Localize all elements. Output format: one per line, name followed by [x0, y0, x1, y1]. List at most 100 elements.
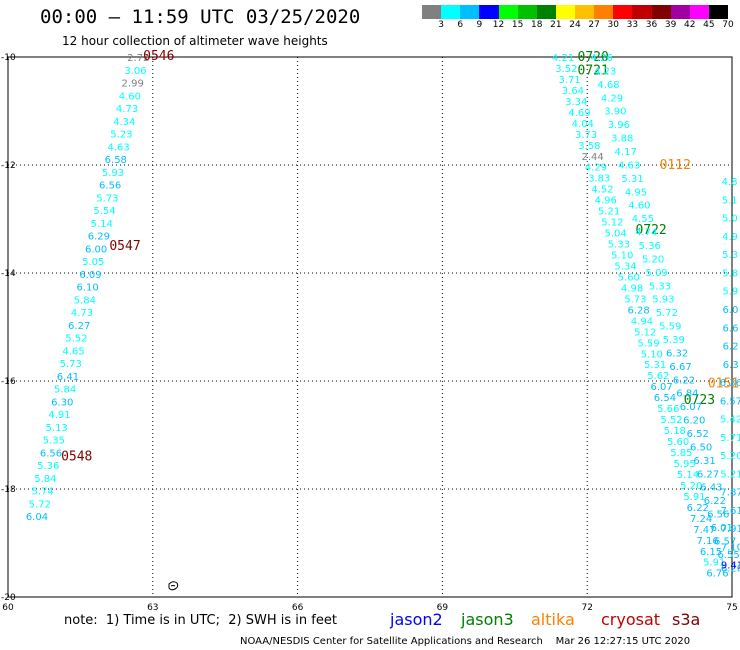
pass-time-label: 0723: [684, 393, 715, 408]
swh-value: 6.00: [85, 244, 107, 255]
swh-value: 6.01: [711, 523, 733, 534]
swh-value: 5.31: [621, 174, 643, 185]
swh-value: 6.04: [26, 512, 48, 523]
swh-value: 5.13: [46, 423, 68, 434]
legend-cryosat: cryosat: [601, 610, 661, 629]
swh-value: 4.68: [597, 80, 619, 91]
swh-value: 5.0: [722, 214, 738, 225]
credit-footer: NOAA/NESDIS Center for Satellite Applica…: [240, 636, 691, 647]
swh-value: 6.22: [687, 503, 709, 514]
swh-value: 6.15: [700, 547, 722, 558]
swh-value: 5.14: [91, 219, 113, 230]
swh-value: 4.21: [552, 53, 574, 64]
pass-time-label: 0722: [635, 223, 666, 238]
swh-value: 7.24: [690, 514, 712, 525]
swh-value: 6.29: [88, 232, 110, 243]
swh-value: 5.33: [608, 240, 630, 251]
scale-label: 24: [569, 20, 581, 30]
swh-value: 4.73: [116, 104, 138, 115]
swh-value: 4.63: [618, 160, 640, 171]
scale-swatch: [670, 5, 690, 19]
swh-value: 5.20: [642, 254, 664, 265]
swh-value: 5.3: [722, 250, 738, 261]
pass-time-label: 0547: [109, 239, 140, 254]
scale-label: 45: [703, 20, 715, 30]
lat-tick-label: -10: [1, 53, 16, 63]
swh-value: 5.31: [644, 360, 666, 371]
swh-value: 5.60: [618, 272, 640, 283]
swh-value: 6.20: [683, 416, 705, 427]
swh-value: 6.54: [654, 393, 676, 404]
swh-value: 6.22: [704, 496, 726, 507]
swh-value: 6.55: [717, 550, 739, 561]
scale-swatch: [708, 5, 728, 19]
swh-value: 3.52: [555, 64, 577, 75]
scale-label: 18: [531, 20, 543, 30]
pass-time-label: 0721: [578, 64, 609, 79]
swh-value: 5.12: [601, 218, 623, 229]
swh-value: 5.84: [34, 474, 56, 485]
page-title: 00:00 – 11:59 UTC 03/25/2020: [40, 6, 361, 28]
swh-value: 5.59: [659, 322, 681, 333]
swh-value: 5.12: [634, 327, 656, 338]
swh-value: 7.91: [721, 524, 740, 535]
lat-lon-grid: [7, 56, 733, 598]
swh-value: 4.73: [71, 308, 93, 319]
swh-value: 3.83: [588, 174, 610, 185]
swh-value: 3.88: [611, 134, 633, 145]
lat-tick-label: -14: [1, 269, 16, 279]
swh-value: 6.43: [700, 483, 722, 494]
swh-value: 6.57: [720, 396, 740, 407]
pass-right-edge: 4.8 5.1 5.0 4.9 5.3 5.8 5.9 6.0 6.6 6.2 6.3 6.36 6.5…: [720, 177, 740, 571]
scale-swatch: [555, 5, 575, 19]
lon-tick-label: 66: [292, 603, 304, 613]
swh-value: 5.34: [614, 261, 636, 272]
scale-swatch: [498, 5, 518, 19]
swh-value: 4.9: [722, 232, 738, 243]
island-outline: [168, 581, 179, 591]
swh-value: 6.27: [68, 321, 90, 332]
swh-value: 7.10: [721, 542, 740, 553]
swh-value: 5.33: [649, 281, 671, 292]
scale-label: 33: [626, 20, 639, 30]
swh-value: 9.41: [721, 561, 740, 572]
pass-right-b: 4.26 4.23 4.68 4.29 3.90 3.96 3.88 4.17 4.63 5.31…: [591, 53, 740, 574]
swh-value: 6.0: [722, 305, 738, 316]
scale-label: 70: [722, 20, 734, 30]
swh-value: 5.73: [96, 193, 118, 204]
swh-value: 5.21: [720, 469, 740, 480]
swh-value: 6.76: [706, 569, 728, 580]
pass-time-label: 0548: [61, 450, 92, 465]
swh-value: 6.36: [720, 378, 740, 389]
swh-value: 4.65: [62, 346, 84, 357]
lon-tick-label: 75: [726, 603, 737, 613]
swh-value: 4.60: [119, 91, 141, 102]
scale-swatch: [575, 5, 595, 19]
swh-value: 4.23: [594, 66, 616, 77]
swh-value: 4.26: [591, 53, 613, 64]
swh-value: 4.8: [722, 177, 738, 188]
scale-label: 6: [457, 20, 464, 30]
lon-tick-label: 60: [2, 603, 14, 613]
swh-value: 5.54: [93, 206, 115, 217]
swh-value: 5.35: [43, 436, 65, 447]
swh-value: 6.09: [79, 270, 101, 281]
swh-value: 5.74: [31, 487, 53, 498]
wave-height-color-scale: [422, 5, 728, 19]
swh-value: 5.91: [703, 558, 725, 569]
swh-value: 5.36: [639, 241, 661, 252]
swh-value: 4.91: [48, 410, 70, 421]
swh-value: 5.39: [663, 335, 685, 346]
scale-swatch: [689, 5, 709, 19]
swh-value: 6.07: [680, 402, 702, 413]
satellite-tracks: 2.723.062.994.604.734.345.234.636.585.93…: [26, 49, 740, 580]
longitude-labels: 60 63 66 69 72 75: [2, 603, 737, 613]
swh-value: 5.93: [102, 168, 124, 179]
swh-value: 5.93: [652, 295, 674, 306]
swh-value: 5.21: [598, 207, 620, 218]
swh-value: 7.61: [721, 506, 740, 517]
page-subtitle: 12 hour collection of altimeter wave hei…: [62, 34, 328, 48]
scale-swatch: [613, 5, 633, 19]
scale-swatch: [441, 5, 461, 19]
